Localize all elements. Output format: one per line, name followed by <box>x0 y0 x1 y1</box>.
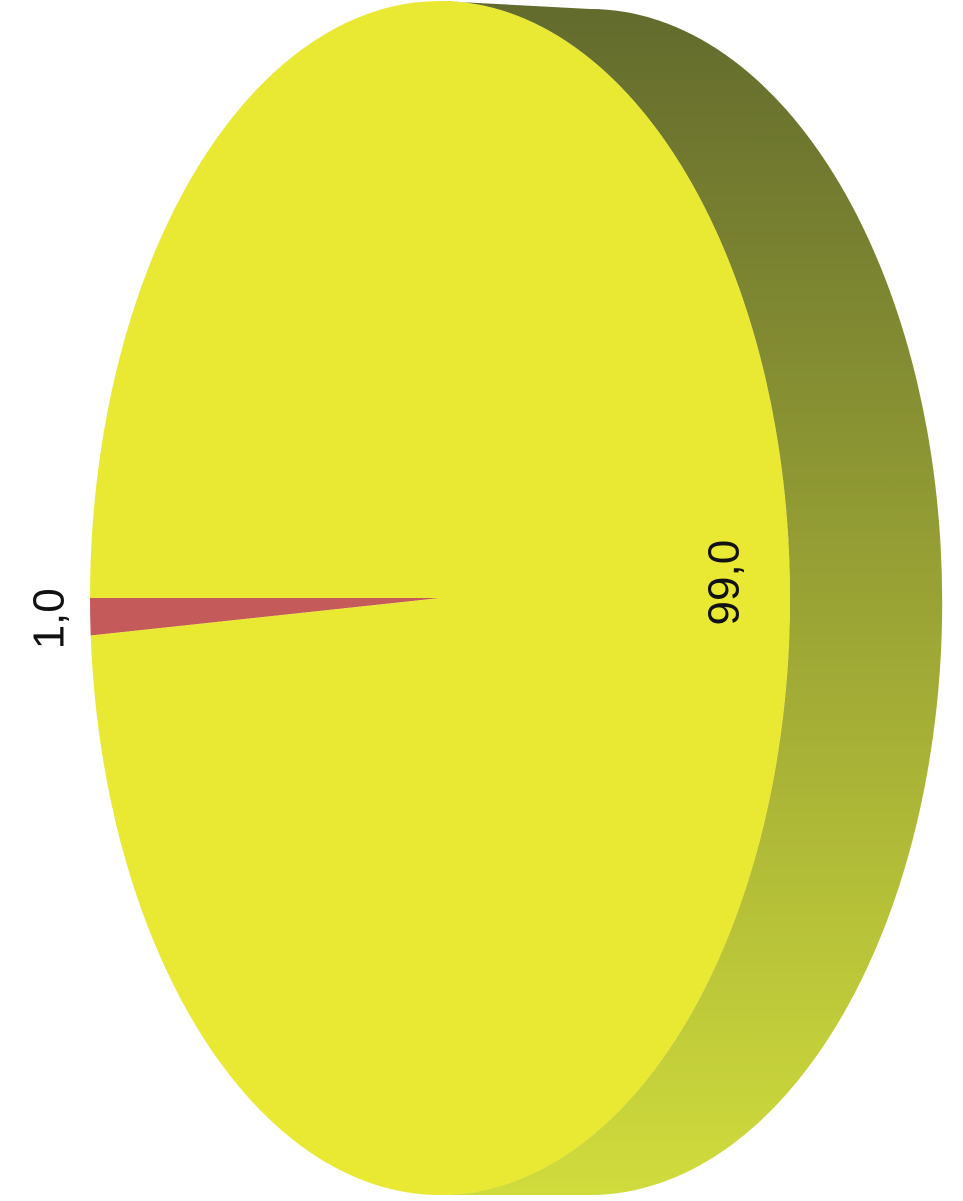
pie-slice <box>90 598 440 636</box>
data-label: 1,0 <box>24 588 73 649</box>
pie-slice <box>90 1 790 1196</box>
data-label: 99,0 <box>699 540 748 626</box>
pie-side <box>440 1 943 1195</box>
